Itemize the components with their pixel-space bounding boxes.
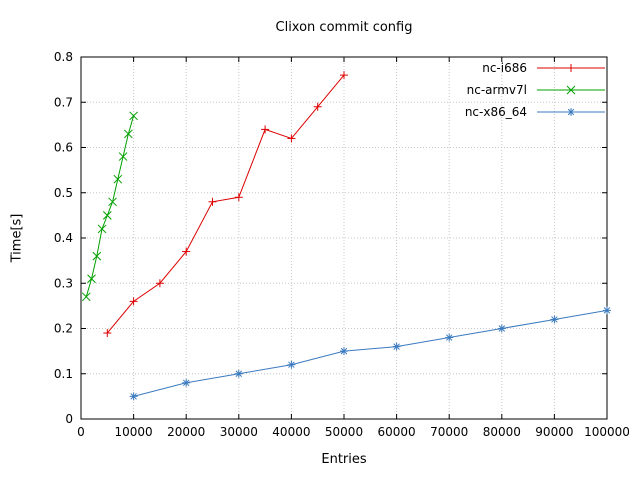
marker-asterisk [567, 108, 575, 116]
x-tick-label: 20000 [167, 425, 205, 439]
y-tick-label: 0.3 [54, 276, 73, 290]
y-tick-label: 0.4 [54, 231, 73, 245]
marker-cross [102, 211, 112, 220]
marker-cross [129, 111, 138, 121]
x-tick-label: 0 [77, 425, 85, 439]
marker-asterisk [551, 316, 558, 323]
marker-asterisk [130, 393, 137, 400]
marker-asterisk [182, 379, 190, 387]
marker-cross [566, 85, 576, 95]
x-tick-label: 30000 [220, 425, 258, 439]
x-tick-label: 80000 [483, 425, 521, 439]
y-tick-label: 0.6 [54, 141, 73, 155]
y-tick-label: 0.2 [54, 322, 73, 336]
legend-label-nc-i686: nc-i686 [482, 61, 527, 75]
x-tick-label: 60000 [378, 425, 416, 439]
marker-asterisk [340, 347, 348, 355]
y-axis-label: Time[s] [9, 213, 25, 263]
marker-cross [118, 152, 128, 161]
marker-cross [92, 251, 102, 261]
marker-asterisk [498, 325, 506, 332]
marker-asterisk [393, 343, 400, 350]
marker-cross [113, 174, 123, 184]
marker-asterisk [603, 307, 611, 314]
legend-label-nc-x86_64: nc-x86_64 [465, 105, 527, 119]
y-tick-label: 0.7 [54, 95, 73, 109]
x-tick-label: 40000 [272, 425, 310, 439]
x-tick-label: 100000 [584, 425, 630, 439]
series-line-nc-x86_64 [133, 309, 608, 397]
plot-border [80, 56, 608, 420]
marker-cross [81, 292, 91, 302]
x-tick-label: 10000 [115, 425, 153, 439]
y-tick-label: 0 [65, 412, 73, 426]
y-tick-label: 0.8 [54, 50, 73, 64]
marker-cross [123, 129, 133, 139]
x-tick-label: 70000 [430, 425, 468, 439]
marker-cross [87, 274, 96, 284]
series-line-nc-armv7l [85, 115, 135, 297]
y-tick-label: 0.5 [54, 186, 73, 200]
x-tick-label: 50000 [325, 425, 363, 439]
marker-asterisk [288, 361, 295, 368]
chart-title: Clixon commit config [275, 20, 413, 35]
y-tick-label: 0.1 [54, 367, 73, 381]
series-line-nc-i686 [106, 74, 345, 334]
marker-asterisk [445, 334, 453, 341]
x-axis-label: Entries [321, 452, 367, 467]
legend-label-nc-armv7l: nc-armv7l [467, 83, 527, 97]
x-tick-label: 90000 [535, 425, 573, 439]
marker-cross [108, 197, 117, 207]
marker-cross [97, 224, 107, 234]
marker-asterisk [235, 370, 243, 377]
